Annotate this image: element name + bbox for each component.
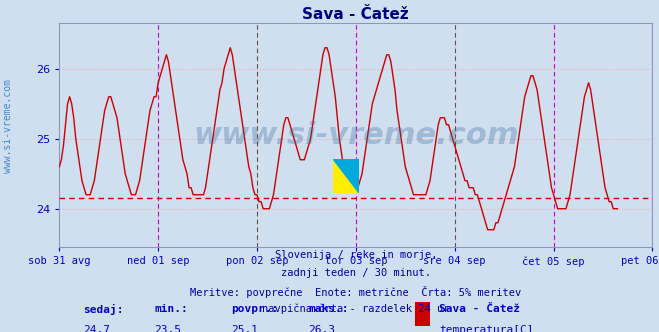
Text: 25,1: 25,1 [231,325,258,332]
Text: Meritve: povprečne  Enote: metrične  Črta: 5% meritev: Meritve: povprečne Enote: metrične Črta:… [190,286,521,297]
Text: Sava - Čatež: Sava - Čatež [439,304,520,314]
Text: zadnji teden / 30 minut.: zadnji teden / 30 minut. [281,268,431,278]
Text: www.si-vreme.com: www.si-vreme.com [193,121,519,150]
Polygon shape [333,159,359,193]
FancyBboxPatch shape [415,302,430,326]
Text: maks.:: maks.: [308,304,349,314]
Text: Slovenija / reke in morje.: Slovenija / reke in morje. [275,250,437,260]
Text: 24,7: 24,7 [83,325,110,332]
Polygon shape [333,159,359,193]
Text: 23,5: 23,5 [154,325,181,332]
Text: povpr.:: povpr.: [231,304,279,314]
Text: min.:: min.: [154,304,188,314]
Text: temperatura[C]: temperatura[C] [439,325,533,332]
Text: navpična črta - razdelek 24 ur: navpična črta - razdelek 24 ur [262,303,449,314]
Text: www.si-vreme.com: www.si-vreme.com [3,79,13,173]
Title: Sava - Čatež: Sava - Čatež [302,7,409,22]
Text: sedaj:: sedaj: [83,304,123,315]
Text: 26,3: 26,3 [308,325,335,332]
